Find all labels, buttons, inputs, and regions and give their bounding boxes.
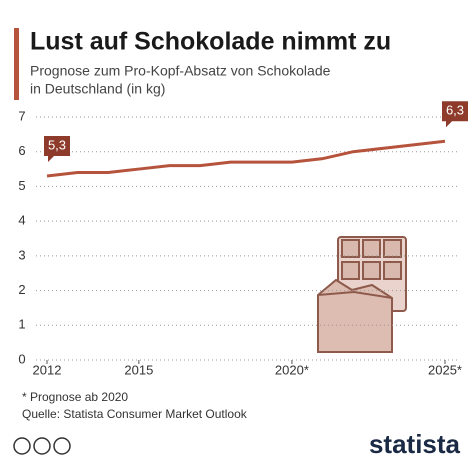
- license-icons: [13, 437, 71, 455]
- line: [46, 139, 446, 178]
- x-tick-label: 2025*: [428, 362, 462, 377]
- subtitle: in Deutschland (in kg): [30, 81, 165, 97]
- y-tick-label: 0: [18, 351, 25, 366]
- subtitle: Prognose zum Pro-Kopf-Absatz von Schokol…: [30, 63, 331, 79]
- y-tick-label: 2: [18, 282, 25, 297]
- value-label: 6,3: [446, 103, 464, 118]
- title-accent: [14, 28, 19, 100]
- logo: statista: [369, 429, 461, 459]
- chocolate-illustration: [317, 236, 407, 353]
- label-box: [442, 101, 468, 128]
- source: Quelle: Statista Consumer Market Outlook: [22, 407, 248, 421]
- x-tick-label: 2015: [124, 362, 153, 377]
- chart-title: Lust auf Schokolade nimmt zu: [30, 28, 391, 56]
- y-tick-label: 3: [18, 247, 25, 262]
- y-tick-label: 5: [18, 178, 25, 193]
- x-tick-label: 2012: [33, 362, 62, 377]
- label-box: [44, 136, 70, 163]
- footnote: * Prognose ab 2020: [22, 390, 128, 404]
- y-tick-label: 4: [18, 213, 25, 228]
- y-tick-label: 7: [18, 108, 25, 123]
- value-label: 5,3: [48, 137, 66, 152]
- y-tick-label: 1: [18, 317, 25, 332]
- x-tick-label: 2020*: [275, 362, 309, 377]
- y-tick-label: 6: [18, 143, 25, 158]
